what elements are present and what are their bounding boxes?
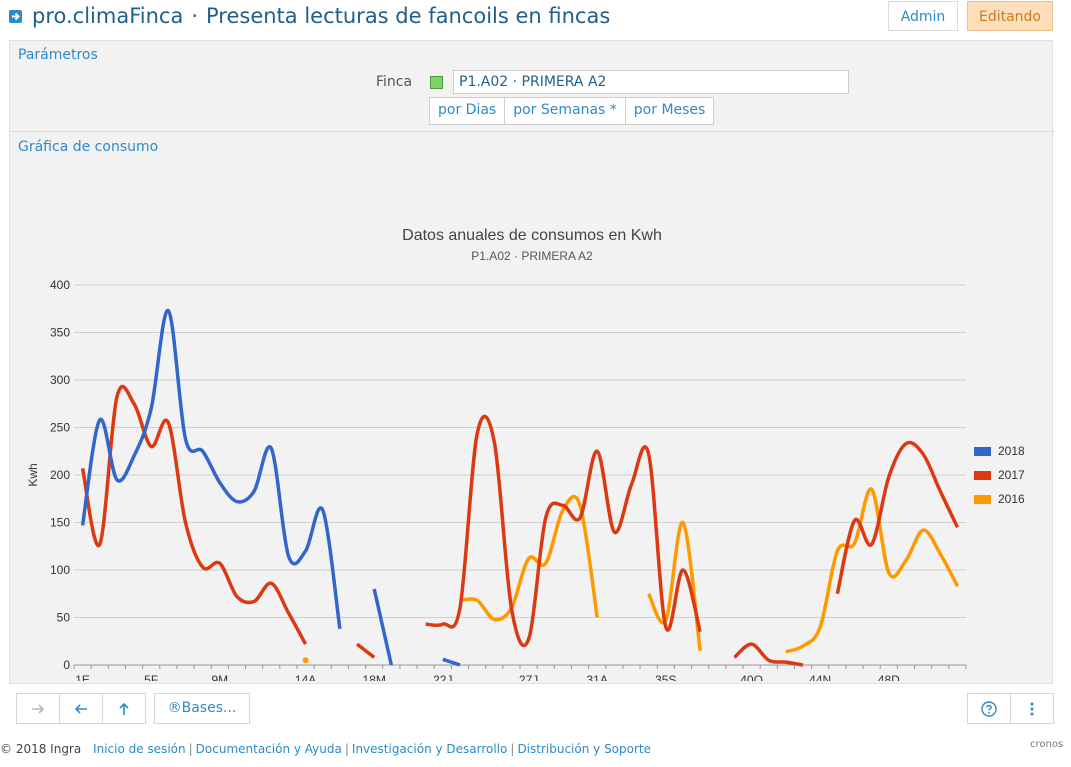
up-button[interactable] bbox=[102, 693, 146, 724]
period-weeks-button[interactable]: por Semanas * bbox=[505, 98, 626, 124]
x-tick-label: 9M bbox=[211, 673, 228, 681]
y-axis-label: Kwh bbox=[26, 463, 40, 486]
arrow-up-icon bbox=[119, 702, 129, 715]
y-tick-label: 50 bbox=[57, 611, 71, 625]
x-tick-label: 48D bbox=[878, 673, 900, 681]
legend-swatch bbox=[974, 471, 991, 480]
legend-label: 2018 bbox=[998, 444, 1025, 458]
app-name[interactable]: pro.climaFinca bbox=[32, 4, 184, 28]
x-tick-label: 1E bbox=[75, 673, 90, 681]
cronos-label: cronos bbox=[1030, 739, 1064, 750]
params-section-title: Parámetros bbox=[18, 47, 98, 63]
legend-label: 2016 bbox=[998, 492, 1025, 506]
y-tick-label: 100 bbox=[50, 563, 70, 577]
x-tick-label: 40O bbox=[740, 673, 763, 681]
editing-button[interactable]: Editando bbox=[967, 1, 1053, 31]
y-tick-label: 300 bbox=[50, 373, 70, 387]
x-tick-label: 22J bbox=[433, 673, 452, 681]
series-2018-line bbox=[442, 657, 461, 667]
consumption-chart: Datos anuales de consumos en Kwh P1.A02 ·… bbox=[26, 227, 1025, 681]
x-tick-label: 35S bbox=[655, 673, 676, 681]
arrow-left-icon bbox=[74, 704, 87, 714]
period-selector: por Dias por Semanas * por Meses bbox=[429, 97, 715, 125]
y-tick-label: 150 bbox=[50, 516, 70, 530]
x-tick-label: 31A bbox=[587, 673, 608, 681]
y-tick-label: 350 bbox=[50, 326, 70, 340]
more-button[interactable] bbox=[1010, 693, 1054, 724]
series-2017-line bbox=[355, 642, 376, 659]
period-days-button[interactable]: por Dias bbox=[430, 98, 506, 124]
page-title-text: Presenta lecturas de fancoils en fincas bbox=[206, 4, 611, 28]
series-2016-line bbox=[459, 494, 599, 622]
series-2017-line bbox=[425, 414, 702, 648]
help-circle-icon bbox=[981, 701, 997, 717]
footer-link-login[interactable]: Inicio de sesión bbox=[93, 742, 186, 756]
footer-link-separator: | bbox=[188, 742, 193, 756]
series-2017-line bbox=[835, 440, 960, 595]
x-tick-label: 27J bbox=[519, 673, 538, 681]
series-2017-line bbox=[733, 642, 804, 667]
series-2016-line bbox=[647, 520, 702, 651]
finca-label: Finca bbox=[376, 74, 413, 90]
app-header: pro.climaFinca · Presenta lecturas de fanc… bbox=[0, 0, 1071, 36]
y-tick-label: 250 bbox=[50, 421, 70, 435]
graph-section-title: Gráfica de consumo bbox=[18, 139, 159, 155]
chart-title: Datos anuales de consumos en Kwh bbox=[402, 227, 662, 244]
series-2016-point bbox=[302, 657, 309, 664]
admin-button[interactable]: Admin bbox=[888, 1, 958, 31]
chart-subtitle: P1.A02 · PRIMERA A2 bbox=[471, 249, 593, 263]
series-2016-line bbox=[785, 487, 959, 654]
y-tick-label: 200 bbox=[50, 468, 70, 482]
period-months-button[interactable]: por Meses bbox=[633, 102, 706, 118]
legend-label: 2017 bbox=[998, 468, 1025, 482]
more-vertical-icon bbox=[1030, 702, 1034, 716]
series-2018-line bbox=[372, 588, 394, 666]
copyright-text: © 2018 Ingra bbox=[0, 742, 82, 756]
x-tick-label: 14A bbox=[295, 673, 316, 681]
page-title: pro.climaFinca · Presenta lecturas de fanc… bbox=[32, 4, 610, 28]
back-button[interactable] bbox=[59, 693, 103, 724]
footer-link-research[interactable]: Investigación y Desarrollo bbox=[351, 742, 508, 756]
legend-swatch bbox=[974, 495, 991, 504]
footer-link-separator: | bbox=[510, 742, 515, 756]
help-button[interactable] bbox=[967, 693, 1011, 724]
footer: © 2018 Ingra Inicio de sesión | Documentac… bbox=[0, 742, 651, 756]
y-tick-label: 400 bbox=[50, 278, 70, 292]
footer-link-support[interactable]: Distribución y Soporte bbox=[517, 742, 652, 756]
x-tick-label: 44N bbox=[809, 673, 831, 681]
forward-button[interactable] bbox=[16, 693, 60, 724]
title-separator: · bbox=[191, 4, 198, 28]
bases-button[interactable]: ®Bases... bbox=[154, 693, 250, 724]
x-tick-label: 18M bbox=[363, 673, 386, 681]
section-divider bbox=[10, 131, 1054, 132]
main-panel: Parámetros Finca P1.A02 · PRIMERA A2 por… bbox=[9, 40, 1054, 684]
series-2018-line bbox=[80, 308, 342, 630]
app-logo-icon bbox=[9, 10, 22, 23]
finca-field[interactable]: P1.A02 · PRIMERA A2 bbox=[453, 70, 849, 94]
footer-link-docs[interactable]: Documentación y Ayuda bbox=[195, 742, 342, 756]
arrow-right-icon bbox=[32, 704, 45, 714]
series-2017-line bbox=[80, 384, 308, 645]
y-tick-label: 0 bbox=[63, 658, 70, 672]
finca-color-icon bbox=[430, 76, 443, 89]
footer-link-separator: | bbox=[344, 742, 349, 756]
legend-swatch bbox=[974, 447, 991, 456]
x-tick-label: 5F bbox=[144, 673, 158, 681]
